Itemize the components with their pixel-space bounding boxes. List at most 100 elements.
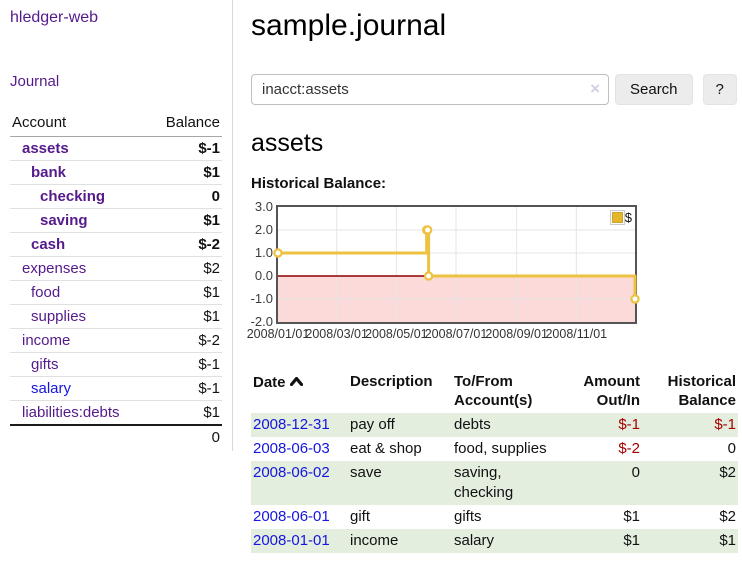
- account-page-title: assets: [251, 129, 324, 157]
- transaction-balance: $-1: [714, 416, 736, 433]
- transaction-amount: $1: [623, 532, 640, 549]
- x-tick-label: 2008/03/01: [305, 327, 368, 341]
- account-link[interactable]: food: [31, 284, 61, 301]
- account-balance: $-2: [149, 328, 222, 353]
- transactions-table: Date Description To/From Account(s) Amou…: [251, 370, 738, 553]
- search-button[interactable]: Search: [615, 74, 693, 105]
- account-balance: $1: [149, 208, 222, 233]
- account-row: salary $-1: [10, 376, 222, 401]
- transaction-date-link[interactable]: 2008-06-01: [253, 508, 330, 525]
- transaction-balance: $2: [719, 508, 736, 525]
- account-row: income $-2: [10, 328, 222, 353]
- account-row: liabilities:debts $1: [10, 400, 222, 426]
- sidebar-item-journal[interactable]: Journal: [10, 73, 60, 90]
- account-link[interactable]: cash: [31, 236, 66, 253]
- account-row: checking 0: [10, 184, 222, 209]
- transaction-accounts: saving, checking: [454, 464, 514, 501]
- description-column-header: Description: [350, 373, 433, 390]
- transaction-accounts: gifts: [454, 508, 482, 525]
- account-balance: $-1: [149, 376, 222, 401]
- app-layout: hledger-web Journal Account Balance asse…: [0, 0, 742, 553]
- transaction-accounts: food, supplies: [454, 440, 547, 457]
- transaction-amount: $1: [623, 508, 640, 525]
- sort-ascending-icon: [289, 372, 303, 391]
- series-color-swatch: [611, 212, 623, 223]
- amount-column-header: Amount Out/In: [583, 373, 640, 409]
- transaction-description: income: [350, 532, 399, 549]
- account-balance: $1: [149, 280, 222, 305]
- transaction-row: 2008-01-01 income salary $1 $1: [251, 529, 738, 553]
- transaction-date-link[interactable]: 2008-01-01: [253, 532, 330, 549]
- chart-canvas: [273, 207, 640, 322]
- account-link[interactable]: gifts: [31, 356, 59, 373]
- y-tick-label: 1.0: [254, 245, 273, 260]
- transaction-description: save: [350, 464, 382, 481]
- transaction-row: 2008-12-31 pay off debts $-1 $-1: [251, 413, 738, 437]
- account-balance: $-1: [149, 136, 222, 161]
- transaction-balance: $2: [719, 464, 736, 481]
- transactions-table-body: 2008-12-31 pay off debts $-1 $-1 2008-06-03 ea…: [251, 413, 738, 553]
- y-tick-label: -2.0: [250, 314, 273, 329]
- y-tick-label: 0.0: [254, 268, 273, 283]
- account-row: bank $1: [10, 160, 222, 185]
- x-tick-label: 2008/11/01: [545, 327, 608, 341]
- transaction-date-link[interactable]: 2008-06-03: [253, 440, 330, 457]
- account-link[interactable]: supplies: [31, 308, 87, 325]
- account-row: food $1: [10, 280, 222, 305]
- y-tick-label: -1.0: [250, 291, 273, 306]
- transaction-description: gift: [350, 508, 371, 525]
- account-link[interactable]: assets: [22, 140, 69, 157]
- account-row: gifts $-1: [10, 352, 222, 377]
- account-balance: $1: [149, 304, 222, 329]
- transaction-description: pay off: [350, 416, 395, 433]
- x-tick-label: 2008/01/01: [246, 327, 310, 341]
- search-input[interactable]: [251, 74, 609, 105]
- search-bar: × Search ?: [251, 74, 742, 105]
- account-row: assets $-1: [10, 136, 222, 161]
- account-link[interactable]: bank: [31, 164, 67, 181]
- clear-search-icon[interactable]: ×: [590, 79, 600, 98]
- page-title: sample.journal: [251, 9, 447, 42]
- account-link[interactable]: expenses: [22, 260, 87, 277]
- transaction-amount: $-2: [618, 440, 640, 457]
- transaction-amount: 0: [631, 464, 640, 481]
- transaction-balance: 0: [727, 440, 736, 457]
- account-tree-table: Account Balance assets $-1 bank $1 checking 0…: [10, 111, 222, 449]
- chart-title: Historical Balance:: [251, 175, 387, 192]
- transaction-accounts: debts: [454, 416, 491, 433]
- y-tick-label: 2.0: [254, 222, 273, 237]
- date-column-header[interactable]: Date: [251, 370, 348, 413]
- chart-plot-area: $: [273, 205, 640, 324]
- app-title-link[interactable]: hledger-web: [10, 9, 99, 26]
- account-balance: $1: [149, 160, 222, 185]
- account-link[interactable]: liabilities:debts: [22, 404, 120, 421]
- account-balance: $-2: [149, 232, 222, 257]
- chart-legend: $: [609, 210, 632, 225]
- legend-label: $: [624, 210, 632, 225]
- account-link[interactable]: saving: [40, 212, 88, 229]
- legend-swatch-border: [609, 210, 625, 225]
- transaction-description: eat & shop: [350, 440, 422, 457]
- account-link[interactable]: salary: [31, 380, 72, 397]
- balance-chart: $ 3.0 2.0 1.0 0.0 -1.0 -2.0 2008/01/01 2008/03…: [247, 200, 742, 347]
- transaction-row: 2008-06-02 save saving, checking 0 $2: [251, 461, 738, 505]
- main-content: sample.journal × Search ? assets Histori…: [233, 0, 742, 553]
- account-row: cash $-2: [10, 232, 222, 257]
- sidebar: hledger-web Journal Account Balance asse…: [0, 0, 233, 451]
- transaction-date-link[interactable]: 2008-06-02: [253, 464, 330, 481]
- account-row: saving $1: [10, 208, 222, 233]
- account-table-body: assets $-1 bank $1 checking 0 saving $1 cash $-2 e…: [10, 136, 222, 449]
- account-link[interactable]: income: [22, 332, 71, 349]
- x-tick-label: 2008/07/01: [424, 327, 488, 341]
- account-balance: $2: [149, 256, 222, 281]
- account-column-header: Account: [10, 111, 150, 137]
- transaction-date-link[interactable]: 2008-12-31: [253, 416, 330, 433]
- transaction-amount: $-1: [618, 416, 640, 433]
- account-balance: $1: [149, 400, 222, 426]
- transaction-balance: $1: [719, 532, 736, 549]
- balance-column-header: Historical Balance: [667, 373, 736, 409]
- help-button[interactable]: ?: [702, 74, 737, 105]
- x-tick-label: 2008/09/01: [485, 327, 548, 341]
- account-link[interactable]: checking: [40, 188, 106, 205]
- balance-column-header: Balance: [149, 111, 222, 137]
